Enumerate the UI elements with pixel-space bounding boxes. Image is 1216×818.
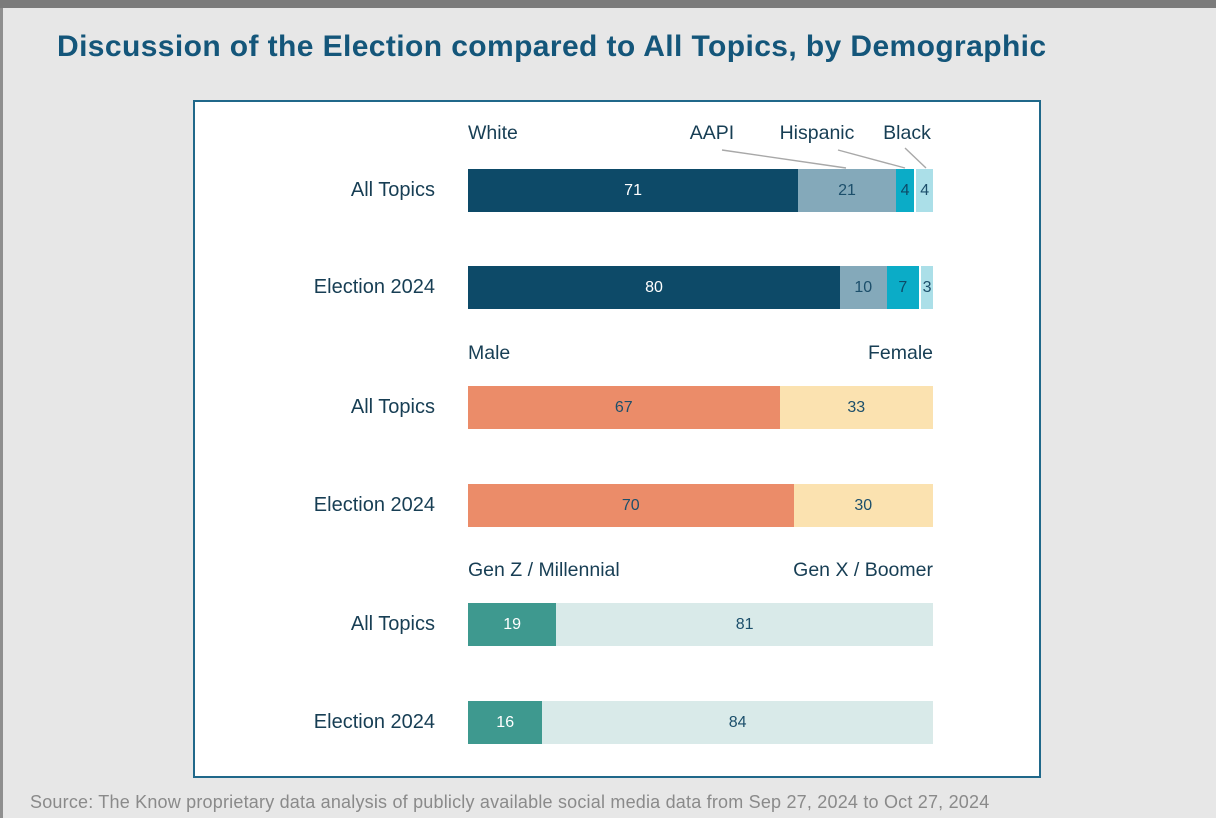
segment-value: 70 bbox=[621, 496, 640, 514]
row-label: Election 2024 bbox=[313, 494, 435, 516]
bar-segment-gen-x-boomer: 84 bbox=[542, 701, 933, 744]
bar-segment-hispanic: 7 bbox=[886, 266, 920, 309]
race-group-header: White AAPI Hispanic Black bbox=[468, 122, 933, 148]
generation-bar-row-1: Election 2024 16 84 bbox=[195, 701, 1039, 744]
gender-stacked-bar-0: 67 33 bbox=[468, 386, 933, 429]
segment-value: 3 bbox=[922, 278, 932, 296]
segment-value: 16 bbox=[496, 713, 515, 731]
bar-segment-aapi: 21 bbox=[798, 169, 896, 212]
category-label-white: White bbox=[468, 122, 518, 144]
category-label-black: Black bbox=[883, 122, 931, 144]
chart-panel: White AAPI Hispanic Black All Topics 71 21 4 4 El… bbox=[193, 100, 1041, 778]
segment-value: 67 bbox=[614, 398, 633, 416]
bar-segment-hispanic: 4 bbox=[895, 169, 915, 212]
page-title: Discussion of the Election compared to A… bbox=[57, 30, 1047, 63]
segment-value: 30 bbox=[854, 496, 873, 514]
segment-value: 10 bbox=[854, 278, 873, 296]
category-label-gen-z-millennial: Gen Z / Millennial bbox=[468, 559, 620, 581]
bar-segment-gen-z-millennial: 19 bbox=[468, 603, 557, 646]
bar-segment-male: 67 bbox=[468, 386, 780, 429]
row-label: Election 2024 bbox=[313, 276, 435, 298]
segment-value: 81 bbox=[735, 615, 754, 633]
source-note: Source: The Know proprietary data analys… bbox=[30, 792, 990, 812]
generation-bar-row-0: All Topics 19 81 bbox=[195, 603, 1039, 646]
bar-segment-white: 80 bbox=[468, 266, 840, 309]
segment-value: 21 bbox=[838, 181, 856, 199]
bar-segment-female: 33 bbox=[779, 386, 933, 429]
gender-bar-row-0: All Topics 67 33 bbox=[195, 386, 1039, 429]
leader-line-black bbox=[904, 147, 927, 169]
segment-value: 4 bbox=[900, 181, 910, 199]
category-label-hispanic: Hispanic bbox=[779, 122, 855, 144]
generation-stacked-bar-1: 16 84 bbox=[468, 701, 933, 744]
window-left-edge bbox=[0, 8, 3, 818]
window-top-edge bbox=[0, 0, 1216, 8]
segment-value: 19 bbox=[503, 615, 522, 633]
segment-value: 71 bbox=[624, 181, 642, 199]
bar-segment-gen-x-boomer: 81 bbox=[556, 603, 933, 646]
gender-group-header: Male Female bbox=[468, 342, 933, 368]
segment-value: 80 bbox=[645, 278, 663, 296]
bar-segment-male: 70 bbox=[468, 484, 794, 527]
segment-value: 7 bbox=[898, 278, 908, 296]
race-bar-row-0: All Topics 71 21 4 4 bbox=[195, 169, 1039, 212]
generation-group-header: Gen Z / Millennial Gen X / Boomer bbox=[468, 559, 933, 585]
segment-value: 84 bbox=[728, 713, 747, 731]
bar-segment-black: 3 bbox=[919, 266, 933, 309]
category-label-female: Female bbox=[867, 342, 933, 364]
race-bar-row-1: Election 2024 80 10 7 3 bbox=[195, 266, 1039, 309]
category-label-male: Male bbox=[468, 342, 511, 364]
bar-segment-female: 30 bbox=[793, 484, 933, 527]
bar-segment-aapi: 10 bbox=[840, 266, 887, 309]
race-stacked-bar-1: 80 10 7 3 bbox=[468, 266, 933, 309]
row-label: All Topics bbox=[350, 613, 435, 635]
row-label: Election 2024 bbox=[313, 711, 435, 733]
category-label-gen-x-boomer: Gen X / Boomer bbox=[793, 559, 933, 581]
leader-line-aapi bbox=[721, 149, 847, 169]
segment-value: 33 bbox=[847, 398, 866, 416]
segment-value: 4 bbox=[920, 181, 930, 199]
category-label-aapi: AAPI bbox=[689, 122, 735, 144]
race-stacked-bar-0: 71 21 4 4 bbox=[468, 169, 933, 212]
bar-segment-black: 4 bbox=[914, 169, 933, 212]
generation-stacked-bar-0: 19 81 bbox=[468, 603, 933, 646]
bar-segment-gen-z-millennial: 16 bbox=[468, 701, 543, 744]
leader-line-hispanic bbox=[837, 149, 906, 169]
bar-segment-white: 71 bbox=[468, 169, 799, 212]
gender-bar-row-1: Election 2024 70 30 bbox=[195, 484, 1039, 527]
row-label: All Topics bbox=[350, 396, 435, 418]
gender-stacked-bar-1: 70 30 bbox=[468, 484, 933, 527]
row-label: All Topics bbox=[350, 179, 435, 201]
